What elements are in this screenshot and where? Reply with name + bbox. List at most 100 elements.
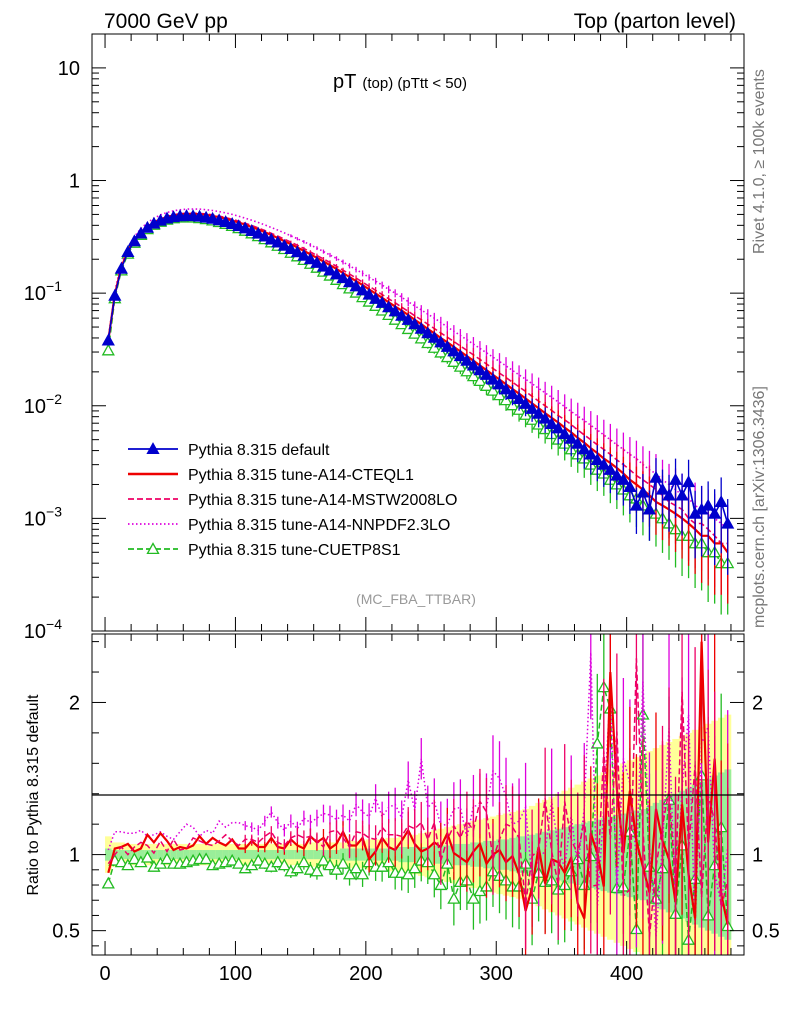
ratio-point-marker [114, 855, 128, 868]
ratio-ylabel: Ratio to Pythia 8.315 default [25, 694, 42, 896]
ratio-point-marker [447, 891, 461, 904]
main-point-marker [434, 335, 448, 348]
main-point-marker [473, 374, 487, 387]
main-point-marker [629, 498, 644, 511]
band-inner-bin [268, 850, 275, 860]
legend-label: Pythia 8.315 tune-A14-MSTW2008LO [188, 492, 457, 509]
ratio-point-marker [199, 852, 213, 865]
legend-entry: Pythia 8.315 tune-A14-MSTW2008LO [128, 492, 457, 509]
main-point-marker [551, 421, 565, 434]
ratio-xtick-label: 0 [99, 963, 110, 985]
main-series-layer [101, 208, 735, 615]
band-inner-bin [307, 850, 314, 860]
band-inner-bin [248, 850, 256, 860]
main-point-marker [453, 359, 467, 372]
main-point-marker [499, 382, 513, 395]
main-point-marker [101, 343, 115, 356]
ratio-point-marker [466, 891, 481, 904]
main-point-marker [610, 468, 624, 481]
main-point-marker [440, 339, 454, 352]
ratio-point-marker [127, 852, 141, 865]
main-point-marker [492, 377, 507, 390]
ratio-point-marker [590, 736, 604, 749]
main-point-marker [590, 453, 604, 466]
main-point-marker [342, 275, 357, 288]
main-point-marker [603, 462, 617, 475]
main-point-marker [597, 457, 611, 470]
main-point-marker [532, 406, 546, 419]
legend: Pythia 8.315 default Pythia 8.315 tune-A1… [128, 442, 457, 559]
ratio-point-marker [232, 856, 246, 869]
ratio-point-marker [342, 867, 357, 880]
main-point-marker [518, 397, 533, 409]
main-ytick-label: 10 [58, 58, 80, 80]
main-point-marker [382, 300, 396, 313]
main-point-marker [336, 271, 350, 284]
main-point-marker [329, 267, 344, 280]
main-point-marker [479, 379, 494, 391]
main-point-marker [662, 488, 676, 501]
ratio-point-marker [297, 855, 311, 868]
ratio-point-marker [258, 856, 272, 869]
ratio-y-axis: 2 2 1 1 0.5 0.5 [52, 641, 780, 947]
band-inner-bin [170, 850, 178, 860]
ratio-point-marker [277, 858, 291, 871]
main-point-marker [258, 229, 272, 242]
main-series-line [107, 208, 729, 530]
energy-label: 7000 GeV pp [104, 10, 228, 33]
main-point-marker [616, 472, 630, 485]
ratio-point-marker [160, 852, 174, 865]
legend-swatch-marker [146, 542, 160, 555]
ratio-series-line [107, 652, 729, 937]
main-series-0 [101, 209, 735, 575]
band-inner-bin [118, 850, 125, 860]
main-point-marker [401, 312, 415, 325]
ratio-point-marker [355, 867, 370, 880]
legend-entry: Pythia 8.315 tune-A14-NNPDF2.3LO [128, 517, 450, 534]
main-point-marker [708, 506, 722, 519]
legend-label: Pythia 8.315 tune-CUETP8S1 [188, 542, 401, 559]
main-point-marker [636, 485, 650, 498]
band-inner-bin [209, 850, 217, 860]
band-inner-bin [359, 848, 367, 861]
ratio-panel: 2 2 1 1 0.5 0.5 0 100 200 300 400 Ratio to Pythia… [25, 633, 780, 985]
main-point-marker [388, 304, 402, 317]
main-point-marker [721, 516, 735, 529]
ratio-series-line [107, 641, 729, 925]
band-inner-bin [235, 850, 243, 860]
ratio-point-marker [349, 861, 363, 874]
main-point-marker [623, 480, 637, 493]
main-point-marker [492, 388, 507, 401]
main-point-marker [505, 387, 520, 400]
main-point-marker [460, 353, 474, 366]
main-point-marker [127, 234, 141, 247]
main-point-marker [251, 226, 265, 239]
main-point-marker [681, 475, 696, 488]
band-inner-bin [176, 850, 184, 860]
main-point-marker [349, 279, 363, 292]
main-point-marker [362, 287, 376, 300]
main-ytick-label: 10−4 [24, 616, 62, 643]
ratio-point-marker [310, 864, 324, 877]
band-inner-bin [150, 850, 158, 860]
main-point-marker [375, 296, 389, 308]
main-point-marker [453, 349, 467, 362]
ratio-point-marker [401, 867, 415, 880]
main-point-marker [649, 470, 663, 483]
main-point-marker [238, 221, 252, 234]
main-point-marker [297, 248, 311, 261]
legend-entry: Pythia 8.315 tune-A14-CTEQL1 [128, 467, 414, 484]
legend-label: Pythia 8.315 tune-A14-NNPDF2.3LO [188, 517, 450, 534]
mcplots-label: mcplots.cern.ch [arXiv:1306.3436] [751, 386, 768, 628]
main-ytick-exponent: −4 [46, 616, 62, 632]
legend-entry: Pythia 8.315 tune-CUETP8S1 [128, 542, 401, 559]
main-point-marker [538, 411, 552, 424]
main-point-marker [271, 235, 285, 248]
ratio-xtick-label: 400 [610, 963, 643, 985]
legend-label: Pythia 8.315 tune-A14-CTEQL1 [188, 467, 414, 484]
main-point-marker [245, 224, 259, 236]
main-point-marker [121, 245, 135, 258]
main-point-marker [714, 495, 728, 507]
ratio-point-marker [251, 853, 265, 866]
